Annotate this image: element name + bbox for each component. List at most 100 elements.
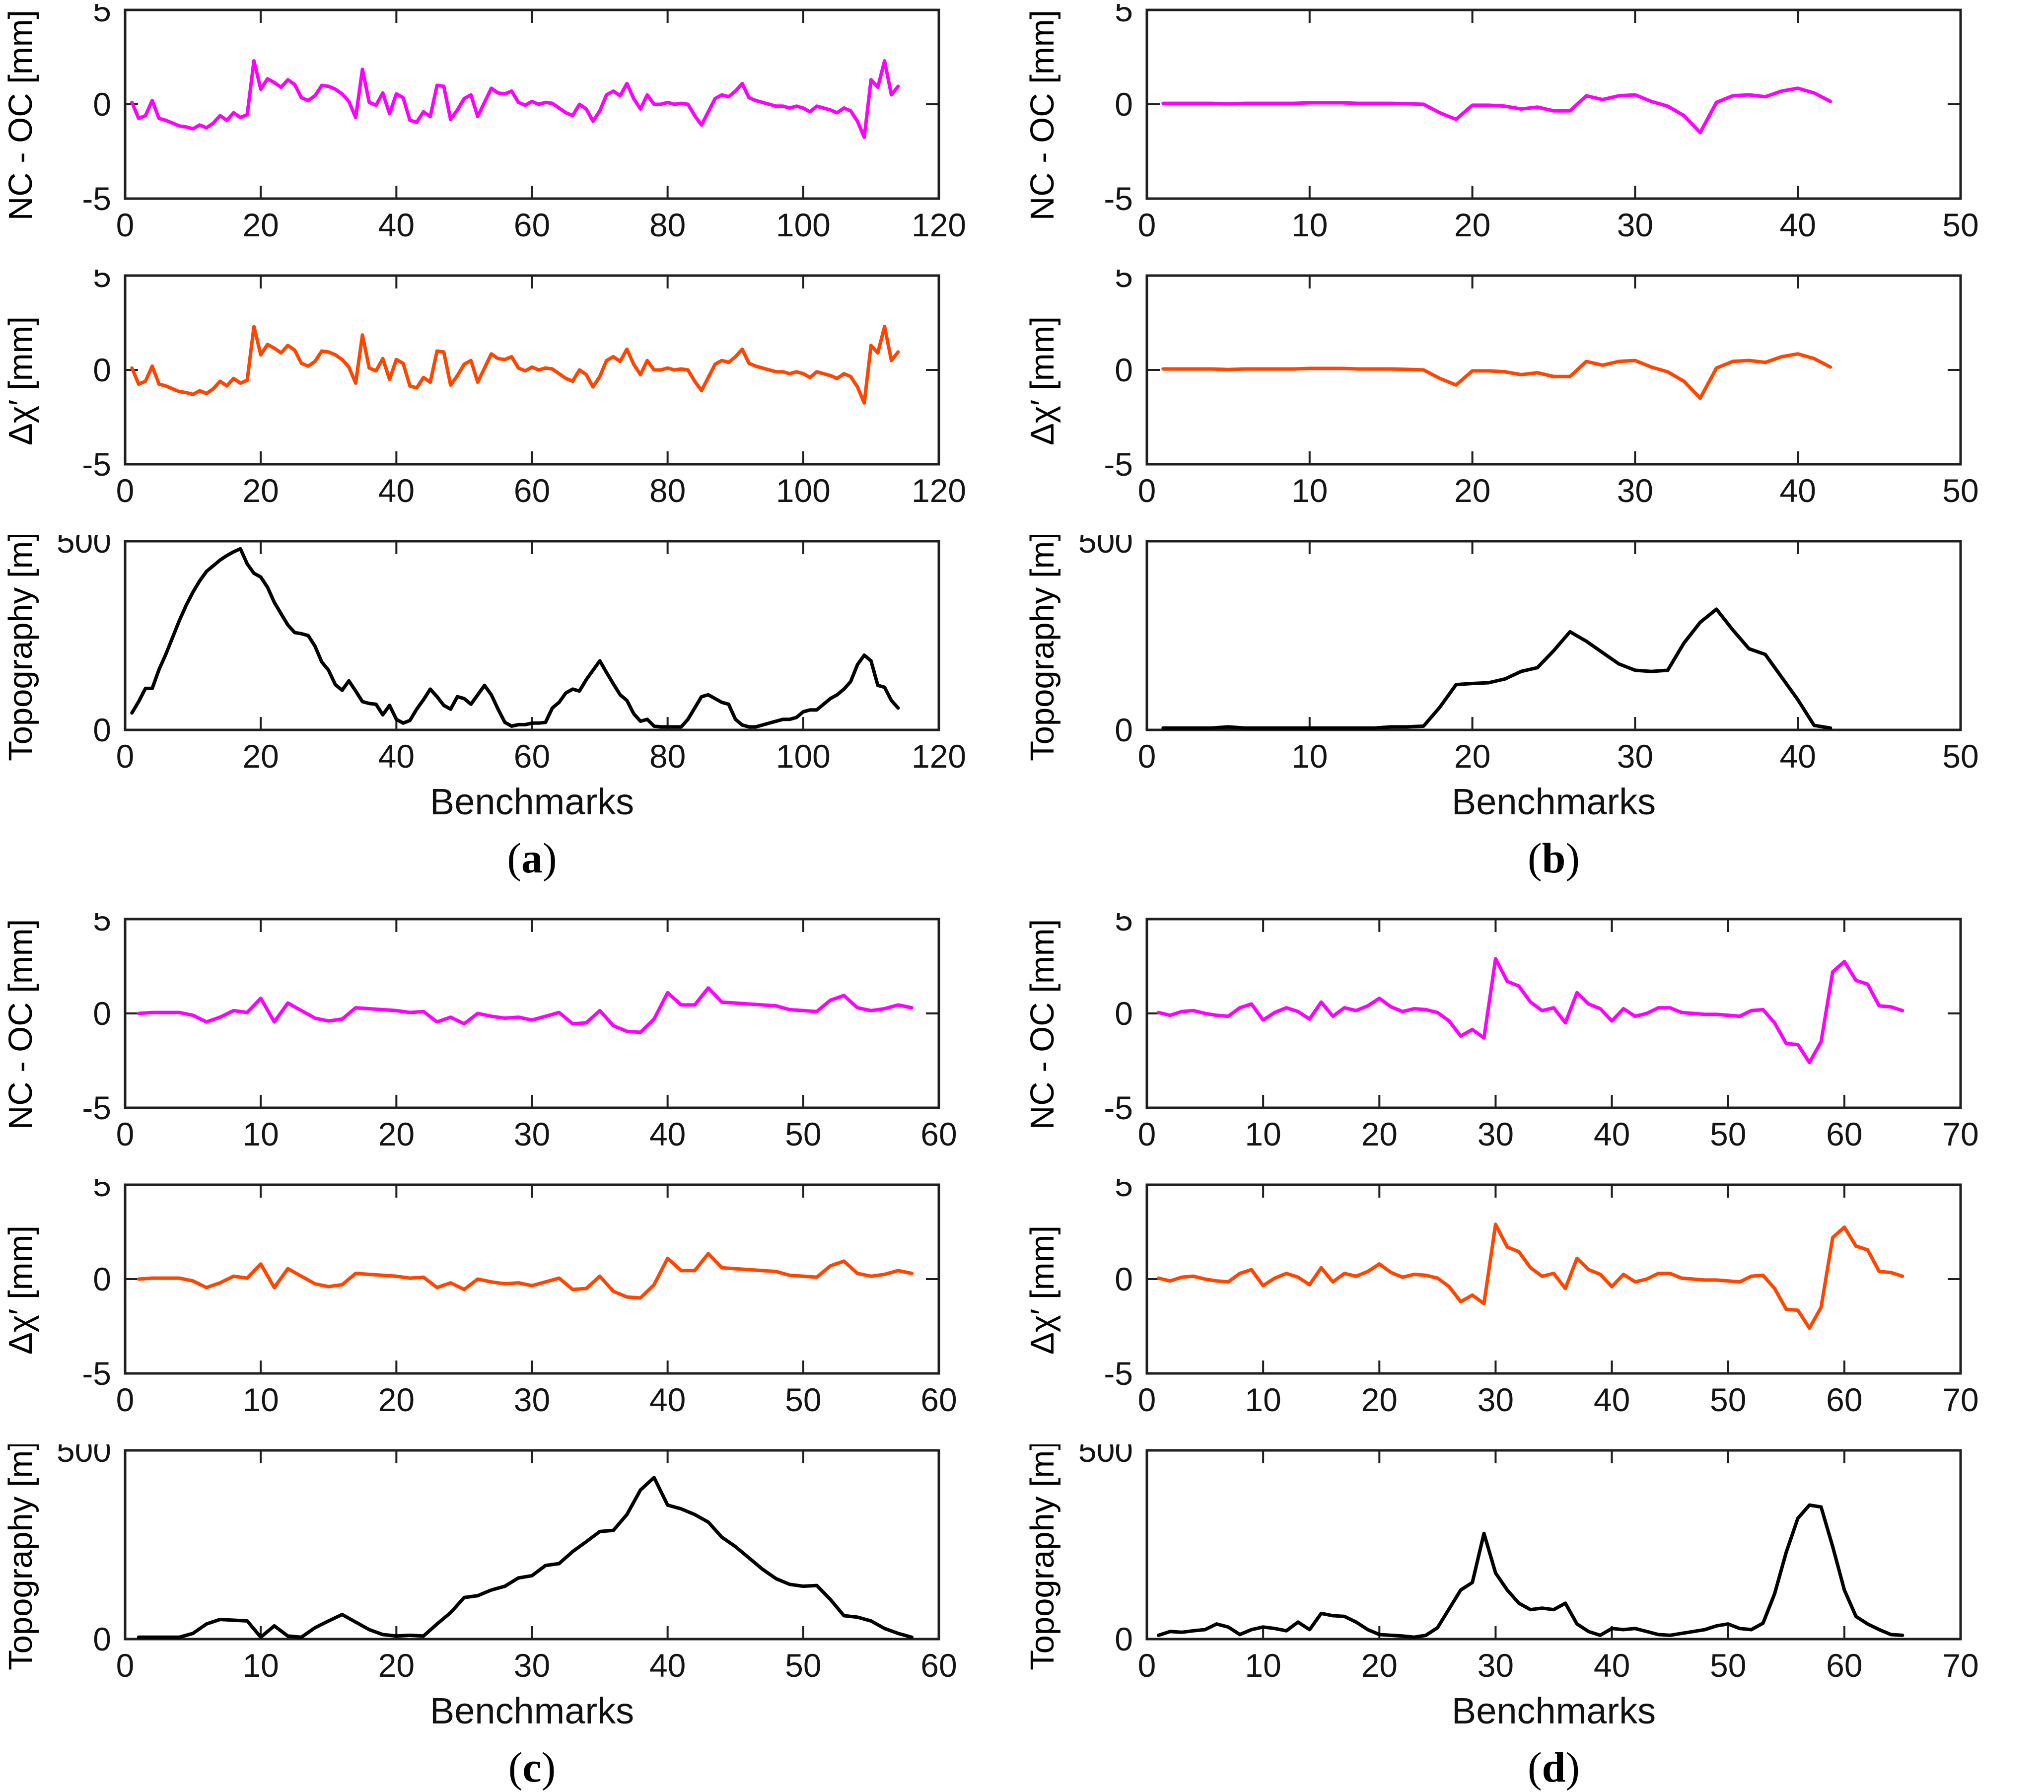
y-tick-label: 500 [57,1444,111,1469]
x-tick-label: 50 [785,1116,821,1152]
panel-b: 0 10 20 30 40 50 5 0 -5 NC - OC [mm] 0 10 20 30 40 50 5 0… [1022,0,2044,896]
x-tick-label: 10 [1291,472,1328,509]
caption-paren: ) [543,834,557,882]
x-tick-label: 10 [1291,738,1328,775]
caption-letter: c [522,1743,542,1791]
caption-paren: ) [541,1743,556,1791]
y-tick-label: 5 [93,913,111,937]
panel-a: 0 20 40 60 80 100 120 5 0 -5 NC - OC [mm] 0 20 40 60 80… [0,0,1022,896]
x-tick-label: 0 [1138,1381,1156,1418]
x-tick-label: 0 [1138,738,1156,775]
panel-b-nc-oc-y-axis-title: NC - OC [mm] [1024,10,1061,220]
panel-b-x-axis-title: Benchmarks [1451,781,1656,822]
x-tick-label: 40 [649,1116,686,1152]
caption-paren: ( [1527,1743,1542,1791]
panel-c-delta-chi-prime-y-axis-title: Δχ′ [mm] [2,1225,39,1355]
x-tick-label: 0 [116,207,135,243]
plot-box [124,540,940,731]
y-tick-label: 5 [93,270,111,294]
x-tick-label: 0 [1138,1647,1156,1684]
y-tick-label: 5 [93,4,111,28]
y-tick-label: 0 [1115,352,1133,388]
x-tick-label: 40 [649,1381,686,1418]
y-tick-label: 5 [1115,4,1133,28]
panel-b-topography-y-axis-title: Topography [m] [1024,535,1061,761]
panel-c-x-axis-title: Benchmarks [429,1690,634,1731]
plot-box [1145,918,1962,1109]
y-tick-label: 0 [93,86,111,123]
x-tick-label: 100 [776,738,831,775]
y-tick-label: 5 [1115,270,1133,294]
x-tick-label: 40 [1594,1647,1630,1684]
x-tick-label: 10 [1291,207,1328,243]
y-tick-label: -5 [82,1089,111,1126]
plot-box [124,1449,940,1641]
x-tick-label: 0 [116,1381,135,1418]
x-tick-label: 10 [1245,1116,1281,1152]
x-tick-label: 30 [514,1116,550,1152]
panel-c-topography-line [137,1476,914,1639]
y-tick-label: 0 [1115,1621,1133,1657]
x-tick-label: 60 [1826,1381,1862,1418]
x-tick-label: 40 [378,472,415,509]
y-tick-label: 5 [1115,1179,1133,1203]
panel-a-topography-line [130,547,900,729]
x-tick-label: 20 [378,1381,415,1418]
x-tick-label: 60 [920,1381,957,1418]
panel-d-topography-chart: 0 10 20 30 40 50 60 70 500 0 Topography [m] [1024,1444,1979,1684]
x-tick-label: 20 [1454,207,1490,243]
x-tick-label: 10 [1245,1381,1281,1418]
x-tick-label: 60 [514,207,550,243]
x-tick-label: 30 [514,1647,550,1684]
caption-paren: ) [1565,834,1580,882]
panel-d-nc-oc-y-axis-title: NC - OC [mm] [1024,919,1061,1130]
y-tick-label: 5 [93,1179,111,1203]
y-tick-label: 0 [93,712,111,748]
x-tick-label: 80 [649,738,686,775]
panel-d-nc-oc-line [1156,957,1904,1065]
panel-d-charts: 0 10 20 30 40 50 60 70 5 0 -5 NC - OC [mm] 0 10 20 30 40… [1022,913,2044,1689]
y-tick-label: -5 [82,446,111,483]
x-tick-label: 40 [649,1647,686,1684]
panel-b-topography-line [1161,607,1833,730]
panel-a-topography-chart: 0 20 40 60 80 100 120 500 0 Topography [m] [2,535,966,775]
y-tick-label: 0 [93,1621,111,1657]
panel-d-delta-chi-prime-line [1156,1222,1904,1330]
panel-b-nc-oc-line [1161,86,1833,135]
plot-box [124,274,940,466]
y-tick-label: 500 [1078,1444,1133,1469]
y-tick-label: 0 [93,995,111,1032]
x-tick-label: 20 [1454,738,1490,775]
x-tick-label: 120 [912,738,966,775]
plot-box [124,918,940,1109]
panel-c-charts: 0 10 20 30 40 50 60 5 0 -5 NC - OC [mm] 0 10 20 30 40 50… [0,913,1022,1689]
plot-box [1145,8,1962,200]
plot-box [1145,274,1962,466]
panel-b-delta-chi-prime-y-axis-title: Δχ′ [mm] [1024,316,1061,445]
panel-d-x-axis-title: Benchmarks [1451,1690,1656,1731]
panel-d-delta-chi-prime-y-axis-title: Δχ′ [mm] [1024,1225,1061,1355]
panel-c: 0 10 20 30 40 50 60 5 0 -5 NC - OC [mm] 0 10 20 30 40 50… [0,896,1022,1792]
x-tick-label: 20 [1361,1116,1398,1152]
x-tick-label: 70 [1942,1647,1978,1684]
x-tick-label: 120 [912,207,966,243]
x-tick-label: 50 [1710,1116,1746,1152]
y-tick-label: -5 [1104,446,1133,483]
x-tick-label: 80 [649,472,686,509]
x-tick-label: 30 [1478,1647,1514,1684]
panel-c-nc-oc-line [137,986,914,1034]
panel-c-nc-oc-y-axis-title: NC - OC [mm] [2,919,39,1130]
x-tick-label: 30 [1617,738,1653,775]
panel-d-caption: (d) [1147,1742,1961,1792]
panel-b-caption: (b) [1147,833,1961,883]
y-tick-label: 5 [1115,913,1133,937]
x-tick-label: 50 [1942,207,1978,243]
x-tick-label: 0 [116,472,135,509]
panel-b-charts: 0 10 20 30 40 50 5 0 -5 NC - OC [mm] 0 10 20 30 40 50 5 0… [1022,4,2044,780]
x-tick-label: 40 [1779,472,1816,509]
